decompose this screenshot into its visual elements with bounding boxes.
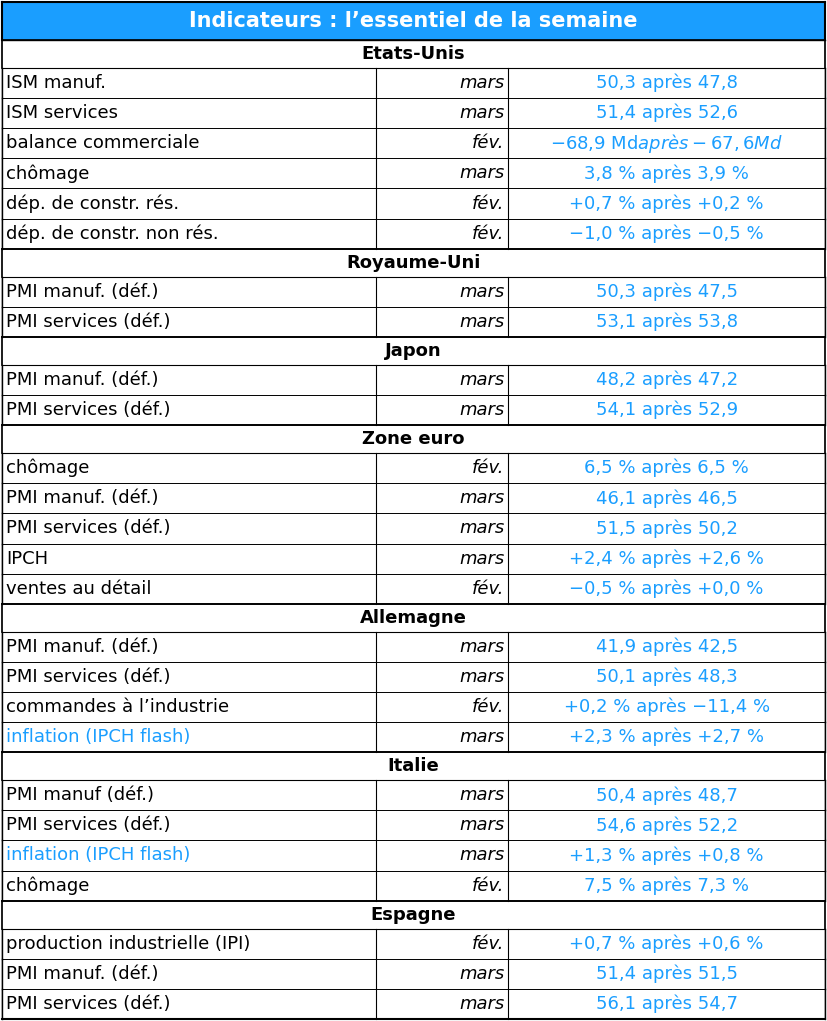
Text: IPCH: IPCH	[6, 549, 48, 568]
Text: +0,2 % après −11,4 %: +0,2 % après −11,4 %	[563, 697, 770, 717]
Text: mars: mars	[459, 994, 504, 1013]
Text: chômage: chômage	[6, 459, 89, 478]
Text: +2,4 % après +2,6 %: +2,4 % après +2,6 %	[569, 549, 764, 568]
Text: mars: mars	[459, 668, 504, 686]
Text: PMI manuf. (déf.): PMI manuf. (déf.)	[6, 489, 159, 507]
Text: fév.: fév.	[471, 195, 504, 212]
Text: 6,5 % après 6,5 %: 6,5 % après 6,5 %	[584, 459, 749, 478]
Text: mars: mars	[459, 786, 504, 805]
Text: 50,3 après 47,5: 50,3 après 47,5	[595, 283, 738, 301]
Text: +0,7 % après +0,2 %: +0,7 % après +0,2 %	[569, 194, 764, 212]
Text: fév.: fév.	[471, 459, 504, 477]
Text: 54,6 après 52,2: 54,6 après 52,2	[595, 816, 738, 834]
Text: Zone euro: Zone euro	[362, 430, 465, 448]
Bar	[2, 2, 825, 40]
Text: 46,1 après 46,5: 46,1 après 46,5	[595, 489, 738, 507]
Text: Espagne: Espagne	[370, 906, 457, 924]
Text: Etats-Unis: Etats-Unis	[361, 45, 466, 63]
Text: 51,4 après 52,6: 51,4 après 52,6	[595, 104, 738, 123]
Text: +2,3 % après +2,7 %: +2,3 % après +2,7 %	[569, 728, 764, 746]
Text: ISM manuf.: ISM manuf.	[6, 75, 106, 92]
Text: mars: mars	[459, 312, 504, 331]
Text: fév.: fév.	[471, 135, 504, 152]
Text: PMI services (déf.): PMI services (déf.)	[6, 312, 170, 331]
Text: mars: mars	[459, 549, 504, 568]
Text: dép. de constr. non rés.: dép. de constr. non rés.	[6, 225, 218, 243]
Text: PMI manuf (déf.): PMI manuf (déf.)	[6, 786, 154, 805]
Text: Indicateurs : l’essentiel de la semaine: Indicateurs : l’essentiel de la semaine	[189, 11, 638, 31]
Text: 3,8 % après 3,9 %: 3,8 % après 3,9 %	[584, 164, 749, 183]
Text: balance commerciale: balance commerciale	[6, 135, 199, 152]
Text: mars: mars	[459, 520, 504, 537]
Text: PMI manuf. (déf.): PMI manuf. (déf.)	[6, 638, 159, 655]
Text: 50,1 après 48,3: 50,1 après 48,3	[595, 668, 738, 686]
Text: mars: mars	[459, 728, 504, 746]
Text: production industrielle (IPI): production industrielle (IPI)	[6, 934, 251, 953]
Text: −68,9 Md$ après −67,6 Md$: −68,9 Md$ après −67,6 Md$	[550, 132, 783, 155]
Text: mars: mars	[459, 164, 504, 183]
Text: chômage: chômage	[6, 164, 89, 183]
Text: mars: mars	[459, 401, 504, 419]
Text: dép. de constr. rés.: dép. de constr. rés.	[6, 194, 179, 212]
Text: 56,1 après 54,7: 56,1 après 54,7	[595, 994, 738, 1013]
Text: chômage: chômage	[6, 876, 89, 894]
Text: 50,3 après 47,8: 50,3 après 47,8	[595, 74, 738, 92]
Text: Allemagne: Allemagne	[360, 609, 467, 627]
Text: PMI manuf. (déf.): PMI manuf. (déf.)	[6, 371, 159, 389]
Text: mars: mars	[459, 283, 504, 301]
Text: ventes au détail: ventes au détail	[6, 580, 151, 597]
Text: PMI services (déf.): PMI services (déf.)	[6, 668, 170, 686]
Text: fév.: fév.	[471, 934, 504, 953]
Text: fév.: fév.	[471, 225, 504, 243]
Text: inflation (IPCH flash): inflation (IPCH flash)	[6, 846, 190, 865]
Text: 51,4 après 51,5: 51,4 après 51,5	[595, 965, 738, 983]
Text: Royaume-Uni: Royaume-Uni	[347, 253, 480, 272]
Text: commandes à l’industrie: commandes à l’industrie	[6, 698, 229, 716]
Text: mars: mars	[459, 371, 504, 389]
Text: PMI services (déf.): PMI services (déf.)	[6, 520, 170, 537]
Text: mars: mars	[459, 965, 504, 983]
Text: 48,2 après 47,2: 48,2 après 47,2	[595, 371, 738, 389]
Text: mars: mars	[459, 638, 504, 655]
Text: PMI services (déf.): PMI services (déf.)	[6, 401, 170, 419]
Text: mars: mars	[459, 817, 504, 834]
Text: ISM services: ISM services	[6, 104, 118, 123]
Text: fév.: fév.	[471, 698, 504, 716]
Text: Japon: Japon	[385, 342, 442, 360]
Text: PMI manuf. (déf.): PMI manuf. (déf.)	[6, 965, 159, 983]
Text: 7,5 % après 7,3 %: 7,5 % après 7,3 %	[584, 876, 749, 894]
Text: inflation (IPCH flash): inflation (IPCH flash)	[6, 728, 190, 746]
Text: −0,5 % après +0,0 %: −0,5 % après +0,0 %	[569, 580, 764, 598]
Text: fév.: fév.	[471, 580, 504, 597]
Text: mars: mars	[459, 75, 504, 92]
Text: mars: mars	[459, 846, 504, 865]
Text: PMI services (déf.): PMI services (déf.)	[6, 817, 170, 834]
Text: 54,1 après 52,9: 54,1 après 52,9	[595, 401, 738, 420]
Text: +0,7 % après +0,6 %: +0,7 % après +0,6 %	[569, 934, 764, 953]
Text: 41,9 après 42,5: 41,9 après 42,5	[595, 637, 738, 657]
Text: mars: mars	[459, 104, 504, 123]
Text: −1,0 % après −0,5 %: −1,0 % après −0,5 %	[569, 225, 764, 243]
Text: mars: mars	[459, 489, 504, 507]
Text: 50,4 après 48,7: 50,4 après 48,7	[595, 786, 738, 805]
Text: 53,1 après 53,8: 53,1 après 53,8	[595, 312, 738, 331]
Text: Italie: Italie	[388, 758, 439, 775]
Text: fév.: fév.	[471, 877, 504, 894]
Text: PMI manuf. (déf.): PMI manuf. (déf.)	[6, 283, 159, 301]
Text: +1,3 % après +0,8 %: +1,3 % après +0,8 %	[569, 846, 764, 865]
Text: 51,5 après 50,2: 51,5 après 50,2	[595, 520, 738, 538]
Text: PMI services (déf.): PMI services (déf.)	[6, 994, 170, 1013]
